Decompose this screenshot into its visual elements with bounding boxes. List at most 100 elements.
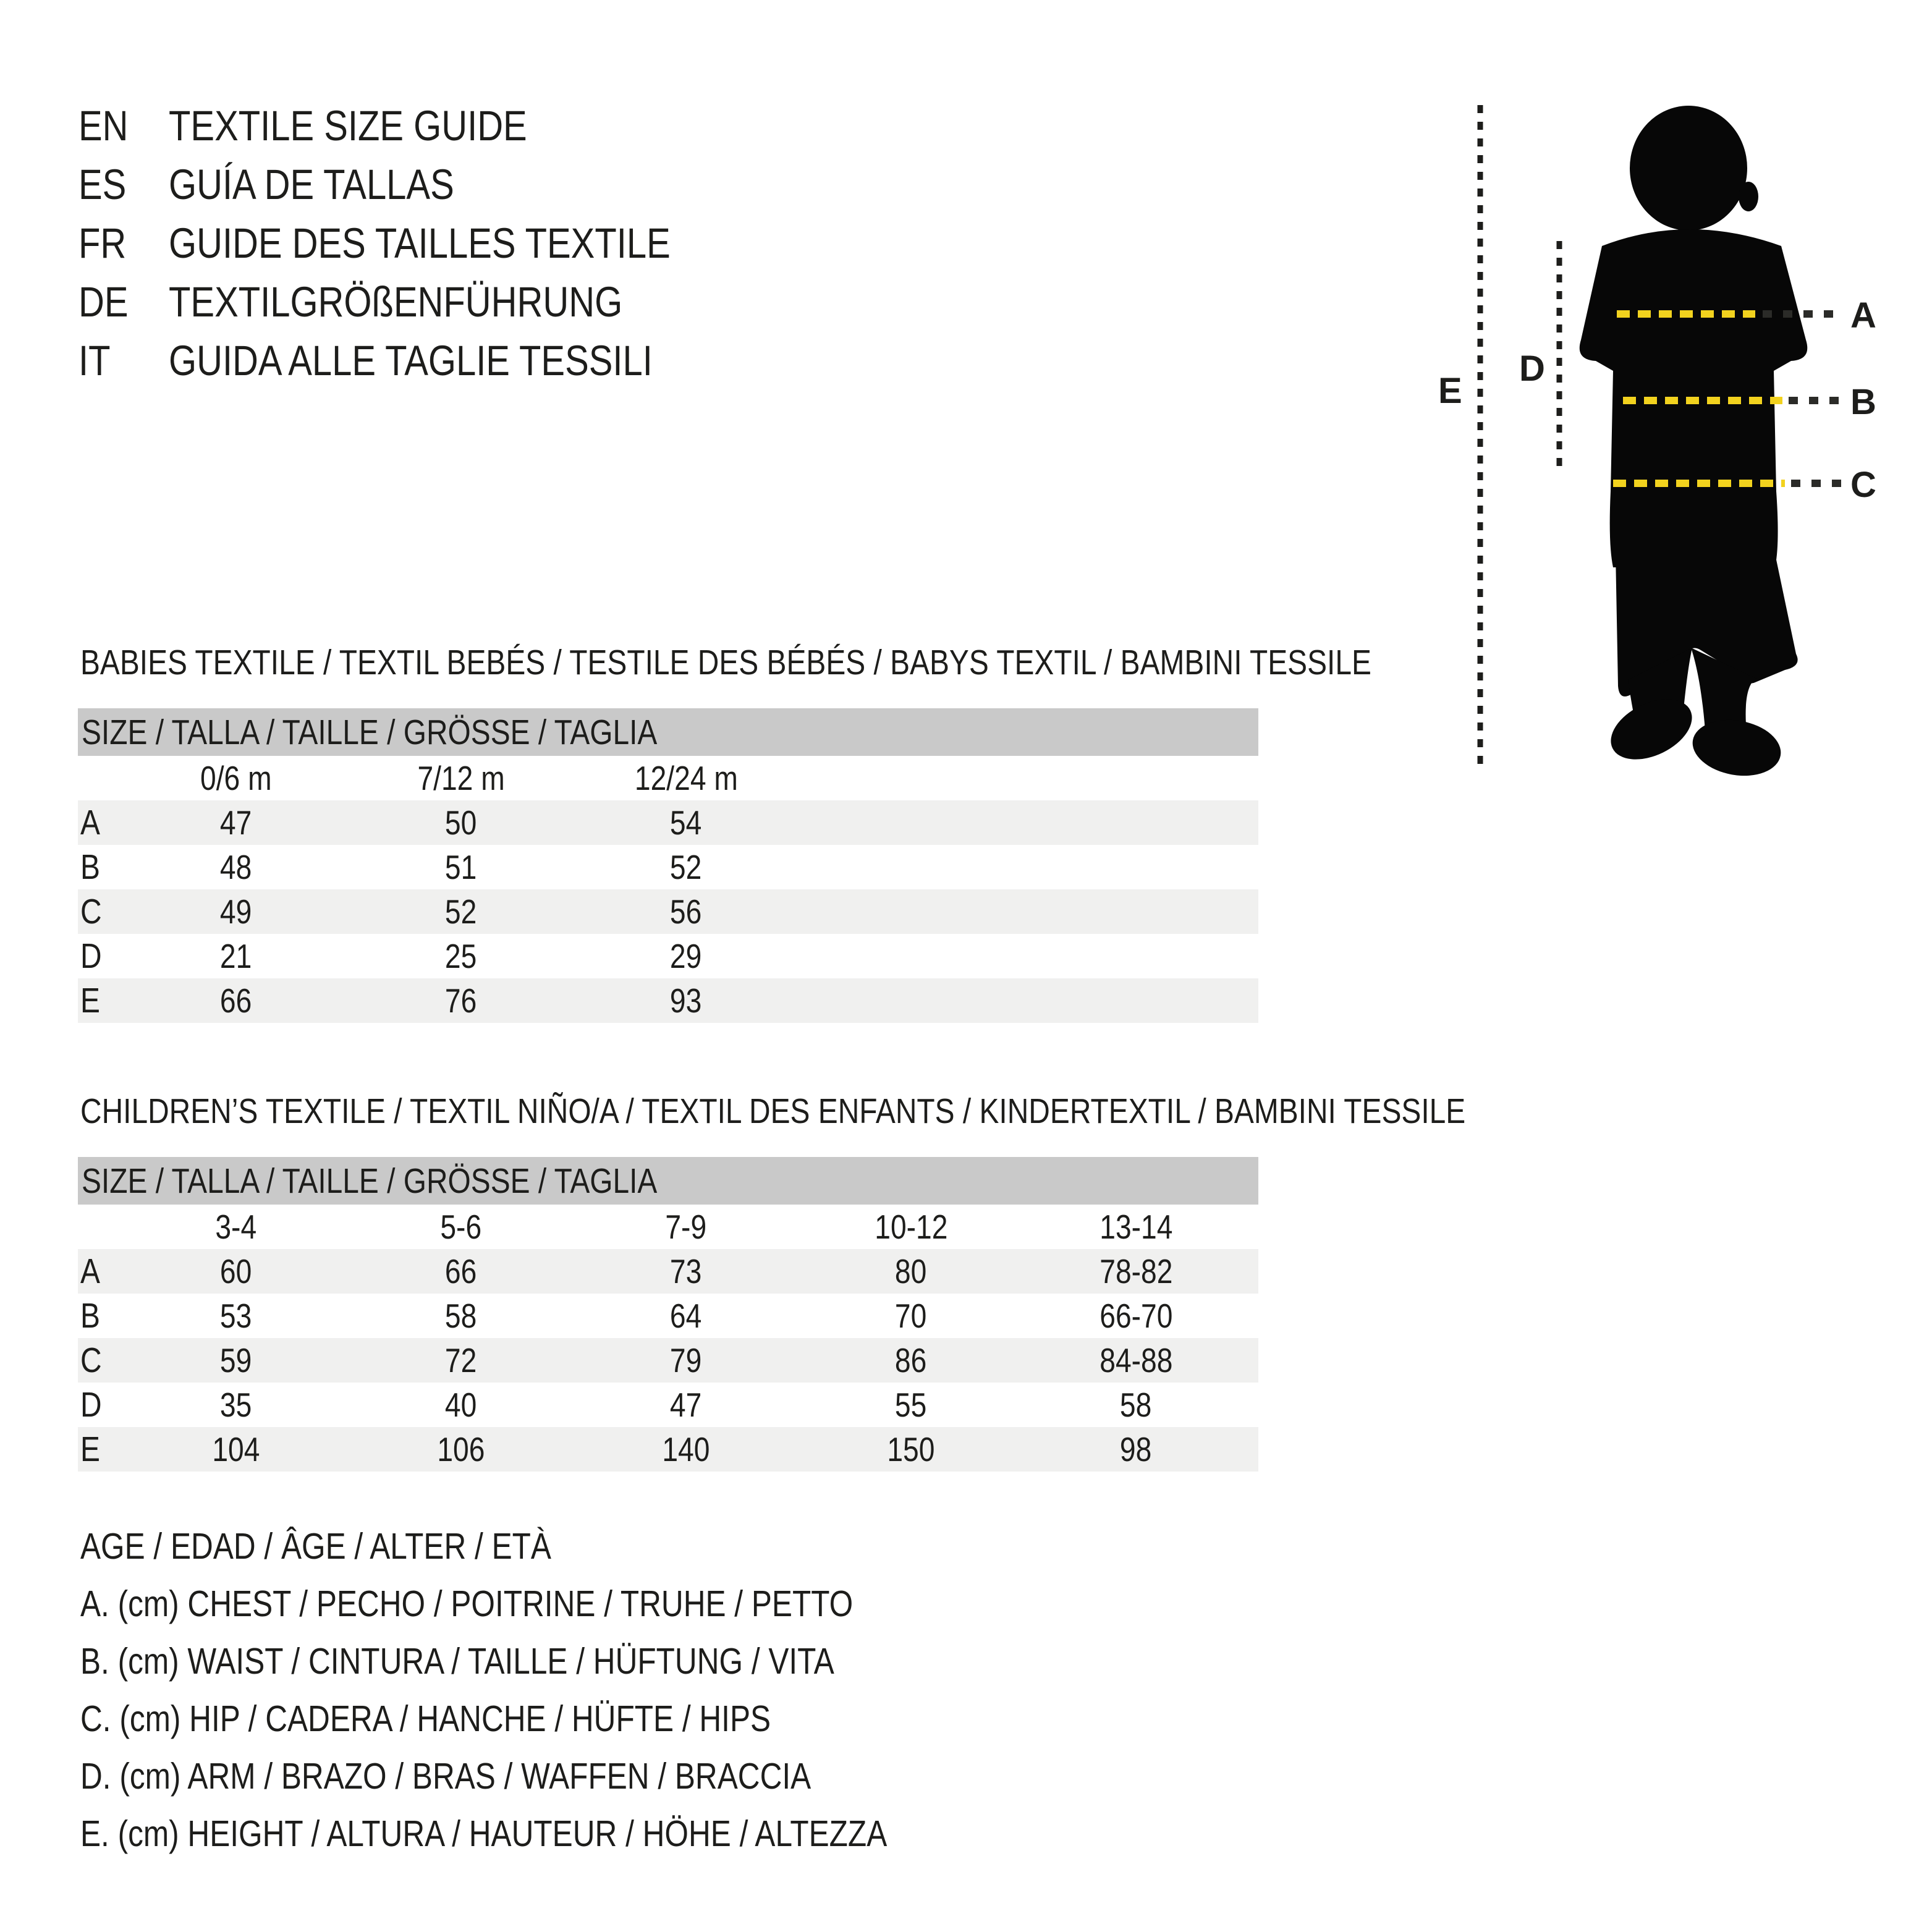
size-value: 58 xyxy=(1120,1386,1152,1424)
column-header: 7-9 xyxy=(665,1208,707,1246)
column-header: 13-14 xyxy=(1099,1208,1173,1246)
size-value: 93 xyxy=(670,981,702,1020)
children-size-table: SIZE / TALLA / TAILLE / GRÖSSE / TAGLIA … xyxy=(78,1157,1258,1472)
legend-row-chest: A. (cm) CHEST / PECHO / POITRINE / TRUHE… xyxy=(80,1583,854,1624)
table-row: D 21 25 29 xyxy=(78,934,1258,978)
language-row: DE TEXTILGRÖßENFÜHRUNG xyxy=(78,273,766,331)
language-title: GUÍA DE TALLAS xyxy=(169,161,454,208)
row-letter: E xyxy=(80,981,100,1020)
row-letter: E xyxy=(80,1430,100,1469)
size-value: 51 xyxy=(445,848,477,886)
column-header: 12/24 m xyxy=(634,759,738,797)
size-value: 140 xyxy=(662,1430,710,1468)
language-title: TEXTILE SIZE GUIDE xyxy=(169,102,527,150)
legend-row-waist: B. (cm) WAIST / CINTURA / TAILLE / HÜFTU… xyxy=(80,1640,834,1682)
size-value: 49 xyxy=(220,892,252,931)
language-code: IT xyxy=(78,337,111,384)
size-value: 106 xyxy=(437,1430,485,1468)
size-header-bar: SIZE / TALLA / TAILLE / GRÖSSE / TAGLIA xyxy=(78,1157,1258,1205)
row-letter: B xyxy=(80,847,100,887)
row-letter: C xyxy=(80,1341,102,1380)
legend-row-arm: D. (cm) ARM / BRAZO / BRAS / WAFFEN / BR… xyxy=(80,1755,811,1797)
row-letter: A xyxy=(80,803,100,842)
size-value: 53 xyxy=(220,1297,252,1335)
language-title: TEXTILGRÖßENFÜHRUNG xyxy=(169,278,623,326)
language-row: ES GUÍA DE TALLAS xyxy=(78,155,766,214)
column-header: 0/6 m xyxy=(200,759,272,797)
table-row: C 59 72 79 86 84-88 xyxy=(78,1338,1258,1383)
children-section-heading: CHILDREN’S TEXTILE / TEXTIL NIÑO/A / TEX… xyxy=(80,1091,1466,1131)
size-value: 73 xyxy=(670,1252,702,1290)
size-value: 98 xyxy=(1120,1430,1152,1468)
column-header-row: 0/6 m 7/12 m 12/24 m xyxy=(78,756,1258,800)
table-row: A 47 50 54 xyxy=(78,800,1258,845)
language-row: IT GUIDA ALLE TAGLIE TESSILI xyxy=(78,331,766,390)
diagram-label-b: B xyxy=(1850,382,1876,422)
size-value: 150 xyxy=(887,1430,935,1468)
language-title: GUIDE DES TAILLES TEXTILE xyxy=(169,219,671,267)
size-value: 58 xyxy=(445,1297,477,1335)
size-value: 47 xyxy=(670,1386,702,1424)
language-code: DE xyxy=(78,278,129,326)
babies-section-heading: BABIES TEXTILE / TEXTIL BEBÉS / TESTILE … xyxy=(80,643,1371,682)
diagram-label-d: D xyxy=(1519,349,1545,389)
diagram-label-e: E xyxy=(1438,371,1462,411)
size-value: 35 xyxy=(220,1386,252,1424)
size-value: 60 xyxy=(220,1252,252,1290)
legend-row-height: E. (cm) HEIGHT / ALTURA / HAUTEUR / HÖHE… xyxy=(80,1813,888,1854)
row-letter: B xyxy=(80,1296,100,1336)
language-title: GUIDA ALLE TAGLIE TESSILI xyxy=(169,337,653,384)
table-row: E 66 76 93 xyxy=(78,978,1258,1023)
column-header: 7/12 m xyxy=(417,759,505,797)
size-value: 29 xyxy=(670,937,702,975)
diagram-label-c: C xyxy=(1850,465,1876,505)
size-value: 54 xyxy=(670,803,702,842)
column-header: 3-4 xyxy=(215,1208,257,1246)
table-row: B 48 51 52 xyxy=(78,845,1258,889)
size-value: 80 xyxy=(895,1252,927,1290)
table-row: B 53 58 64 70 66-70 xyxy=(78,1294,1258,1338)
size-value: 70 xyxy=(895,1297,927,1335)
size-value: 86 xyxy=(895,1341,927,1379)
column-header: 10-12 xyxy=(874,1208,948,1246)
size-value: 48 xyxy=(220,848,252,886)
size-value: 25 xyxy=(445,937,477,975)
size-value: 66 xyxy=(445,1252,477,1290)
size-value: 52 xyxy=(670,848,702,886)
size-value: 78-82 xyxy=(1099,1252,1173,1290)
language-list: EN TEXTILE SIZE GUIDE ES GUÍA DE TALLAS … xyxy=(78,96,766,390)
legend-row-age: AGE / EDAD / ÂGE / ALTER / ETÀ xyxy=(80,1525,551,1567)
row-letter: D xyxy=(80,1385,102,1425)
size-value: 56 xyxy=(670,892,702,931)
table-row: A 60 66 73 80 78-82 xyxy=(78,1249,1258,1294)
size-value: 66 xyxy=(220,981,252,1020)
row-letter: D xyxy=(80,936,102,976)
column-header-row: 3-4 5-6 7-9 10-12 13-14 xyxy=(78,1205,1258,1249)
size-value: 40 xyxy=(445,1386,477,1424)
size-header-bar: SIZE / TALLA / TAILLE / GRÖSSE / TAGLIA xyxy=(78,708,1258,756)
language-code: ES xyxy=(78,161,127,208)
measurement-legend: AGE / EDAD / ÂGE / ALTER / ETÀ A. (cm) C… xyxy=(80,1517,1041,1862)
size-value: 50 xyxy=(445,803,477,842)
language-row: EN TEXTILE SIZE GUIDE xyxy=(78,96,766,155)
size-value: 79 xyxy=(670,1341,702,1379)
size-measurement-diagram: A B C D E xyxy=(1438,105,1876,776)
diagram-label-a: A xyxy=(1850,295,1876,336)
language-code: FR xyxy=(78,219,127,267)
row-letter: C xyxy=(80,892,102,931)
babies-size-table: SIZE / TALLA / TAILLE / GRÖSSE / TAGLIA … xyxy=(78,708,1258,1023)
size-value: 21 xyxy=(220,937,252,975)
table-row: E 104 106 140 150 98 xyxy=(78,1427,1258,1472)
row-letter: A xyxy=(80,1252,100,1291)
size-value: 55 xyxy=(895,1386,927,1424)
size-value: 52 xyxy=(445,892,477,931)
column-header: 5-6 xyxy=(440,1208,482,1246)
size-value: 104 xyxy=(212,1430,260,1468)
size-value: 59 xyxy=(220,1341,252,1379)
size-value: 47 xyxy=(220,803,252,842)
size-value: 72 xyxy=(445,1341,477,1379)
legend-row-hip: C. (cm) HIP / CADERA / HANCHE / HÜFTE / … xyxy=(80,1698,771,1739)
table-row: C 49 52 56 xyxy=(78,889,1258,934)
size-value: 84-88 xyxy=(1099,1341,1173,1379)
